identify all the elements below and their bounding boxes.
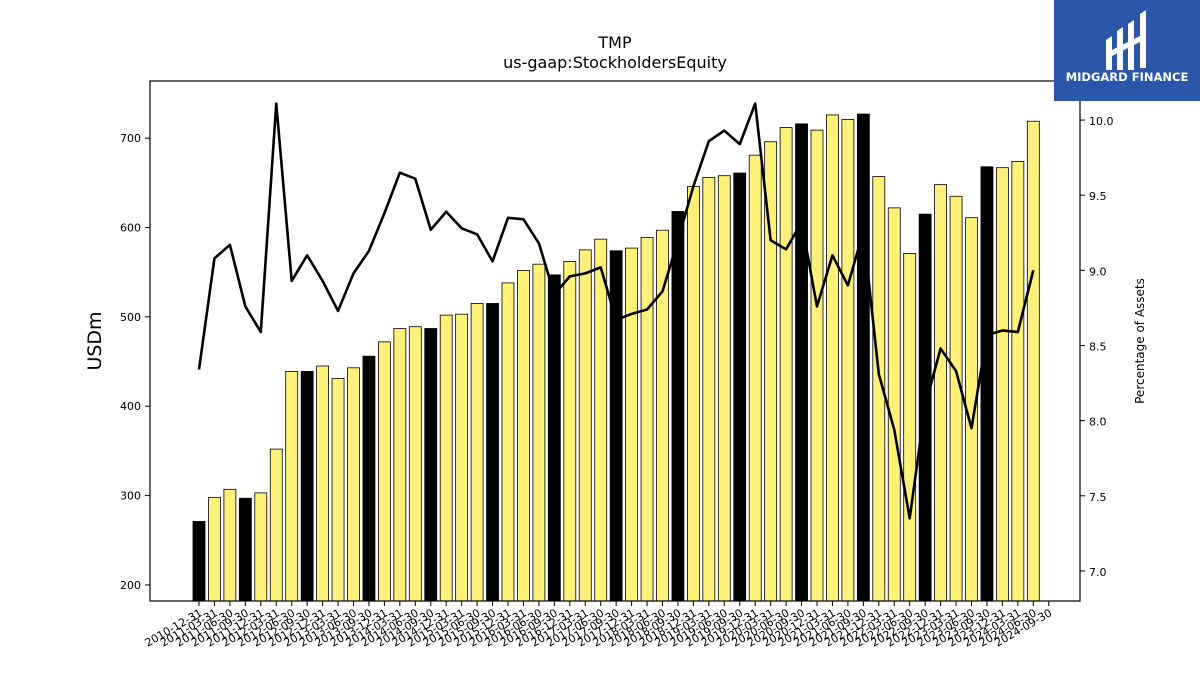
logo-text: MIDGARD FINANCE xyxy=(1066,70,1189,84)
bar xyxy=(826,114,839,602)
bar xyxy=(594,238,608,602)
bar xyxy=(1026,120,1040,602)
bar xyxy=(223,488,237,602)
bar xyxy=(347,367,360,602)
y2-tick-label: 8.0 xyxy=(1089,416,1107,429)
y2-tick-label: 7.0 xyxy=(1089,566,1107,579)
y-tick-label: 600 xyxy=(120,222,141,235)
bar xyxy=(625,247,638,602)
y-tick-label: 500 xyxy=(120,311,141,324)
bar xyxy=(300,370,314,602)
bar xyxy=(887,207,901,602)
bar xyxy=(640,236,654,602)
bar xyxy=(949,195,963,602)
bar xyxy=(903,253,917,602)
bar xyxy=(192,521,206,602)
bar xyxy=(795,123,808,602)
bar xyxy=(702,177,716,602)
bar xyxy=(238,497,252,602)
logo-mark-icon xyxy=(1106,10,1146,70)
chart-subtitle: us-gaap:StockholdersEquity xyxy=(503,53,727,72)
bar xyxy=(810,129,824,602)
y-axis-left: 200 300 400 500 600 700 xyxy=(120,132,150,592)
x-axis: 2010-12-312011-03-312011-06-302011-09-30… xyxy=(143,601,1054,650)
bar xyxy=(393,328,407,602)
bar xyxy=(934,184,947,602)
line-series xyxy=(197,102,1035,520)
bar xyxy=(208,496,221,602)
bar xyxy=(1011,161,1025,602)
bar xyxy=(486,303,499,602)
bar xyxy=(254,492,268,602)
bar xyxy=(748,154,762,602)
bar xyxy=(269,448,283,602)
bar xyxy=(408,326,422,602)
bar xyxy=(671,211,685,602)
line-path xyxy=(197,102,1035,520)
bar xyxy=(717,175,731,602)
y2-axis-label: Percentage of Assets xyxy=(1133,278,1147,404)
bar xyxy=(455,313,469,602)
bar xyxy=(424,328,438,602)
bar xyxy=(470,303,484,602)
bar xyxy=(517,270,530,602)
y2-tick-label: 9.0 xyxy=(1089,265,1107,278)
bar xyxy=(856,113,870,602)
bar-series xyxy=(192,113,1040,602)
bar xyxy=(980,166,994,602)
y-tick-label: 300 xyxy=(120,490,141,503)
y-axis-label: USDm xyxy=(84,311,106,370)
plot-frame xyxy=(149,80,1081,602)
bar xyxy=(578,249,592,602)
bar xyxy=(996,167,1009,602)
bar xyxy=(377,341,391,602)
bar xyxy=(532,263,546,602)
bar xyxy=(841,119,855,602)
y2-tick-label: 7.5 xyxy=(1089,491,1107,504)
bar xyxy=(547,274,561,602)
bar xyxy=(687,186,700,602)
bar xyxy=(331,378,345,602)
y-tick-label: 200 xyxy=(120,579,141,592)
bar xyxy=(656,229,669,602)
bar xyxy=(501,282,515,602)
bar xyxy=(316,365,330,602)
bar xyxy=(285,370,299,602)
logo: MIDGARD FINANCE xyxy=(1054,0,1200,101)
y-tick-label: 700 xyxy=(120,132,141,145)
bar xyxy=(733,172,747,602)
bar xyxy=(779,127,793,602)
chart-title: TMP xyxy=(597,33,632,52)
bar xyxy=(362,355,376,602)
y2-tick-label: 9.5 xyxy=(1089,190,1107,203)
y-axis-right: 7.0 7.5 8.0 8.5 9.0 9.5 10.0 xyxy=(1080,115,1114,579)
y2-tick-label: 8.5 xyxy=(1089,341,1107,354)
bar xyxy=(563,261,577,602)
bar xyxy=(439,314,453,602)
y2-tick-label: 10.0 xyxy=(1089,115,1114,128)
y-tick-label: 400 xyxy=(120,400,141,413)
